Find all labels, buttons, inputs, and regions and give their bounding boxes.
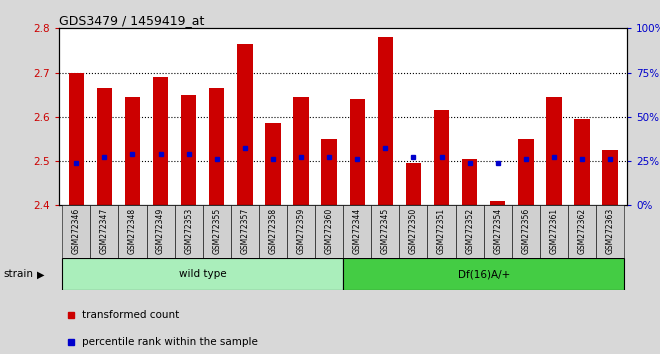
Text: Df(16)A/+: Df(16)A/+: [457, 269, 510, 279]
Bar: [147, 205, 175, 258]
Text: percentile rank within the sample: percentile rank within the sample: [82, 337, 258, 347]
Text: GSM272351: GSM272351: [437, 208, 446, 254]
Bar: [175, 205, 203, 258]
Text: GSM272348: GSM272348: [128, 208, 137, 254]
Bar: [490, 201, 506, 205]
Text: GSM272358: GSM272358: [269, 208, 277, 254]
Text: GSM272350: GSM272350: [409, 208, 418, 254]
Bar: [181, 95, 197, 205]
Bar: [518, 139, 533, 205]
Text: GSM272353: GSM272353: [184, 208, 193, 254]
Bar: [125, 97, 140, 205]
Bar: [406, 163, 421, 205]
Bar: [293, 97, 309, 205]
Bar: [69, 73, 84, 205]
Text: GSM272363: GSM272363: [606, 208, 614, 254]
Text: GSM272360: GSM272360: [325, 208, 334, 254]
Bar: [62, 258, 343, 290]
Text: transformed count: transformed count: [82, 310, 180, 320]
Text: ▶: ▶: [37, 269, 45, 279]
Bar: [343, 205, 372, 258]
Bar: [455, 205, 484, 258]
Bar: [378, 37, 393, 205]
Bar: [237, 44, 253, 205]
Text: GSM272356: GSM272356: [521, 208, 531, 254]
Bar: [343, 258, 624, 290]
Text: GSM272349: GSM272349: [156, 208, 165, 254]
Bar: [259, 205, 287, 258]
Bar: [574, 119, 590, 205]
Text: wild type: wild type: [179, 269, 226, 279]
Bar: [209, 88, 224, 205]
Text: GSM272357: GSM272357: [240, 208, 249, 254]
Text: GSM272362: GSM272362: [578, 208, 587, 254]
Text: GSM272361: GSM272361: [549, 208, 558, 254]
Text: GSM272359: GSM272359: [296, 208, 306, 254]
Bar: [315, 205, 343, 258]
Text: GSM272344: GSM272344: [352, 208, 362, 254]
Bar: [372, 205, 399, 258]
Text: GSM272346: GSM272346: [72, 208, 81, 254]
Bar: [434, 110, 449, 205]
Bar: [118, 205, 147, 258]
Bar: [568, 205, 596, 258]
Bar: [90, 205, 118, 258]
Bar: [603, 150, 618, 205]
Bar: [540, 205, 568, 258]
Bar: [287, 205, 315, 258]
Text: GSM272345: GSM272345: [381, 208, 390, 254]
Bar: [462, 159, 477, 205]
Bar: [484, 205, 512, 258]
Bar: [350, 99, 365, 205]
Bar: [265, 124, 280, 205]
Bar: [596, 205, 624, 258]
Bar: [399, 205, 428, 258]
Bar: [512, 205, 540, 258]
Bar: [203, 205, 231, 258]
Bar: [153, 77, 168, 205]
Text: GSM272354: GSM272354: [493, 208, 502, 254]
Bar: [62, 205, 90, 258]
Bar: [428, 205, 455, 258]
Text: GSM272347: GSM272347: [100, 208, 109, 254]
Text: strain: strain: [3, 269, 33, 279]
Text: GSM272355: GSM272355: [213, 208, 221, 254]
Text: GSM272352: GSM272352: [465, 208, 474, 254]
Text: GDS3479 / 1459419_at: GDS3479 / 1459419_at: [59, 14, 205, 27]
Bar: [231, 205, 259, 258]
Bar: [321, 139, 337, 205]
Bar: [96, 88, 112, 205]
Bar: [546, 97, 562, 205]
